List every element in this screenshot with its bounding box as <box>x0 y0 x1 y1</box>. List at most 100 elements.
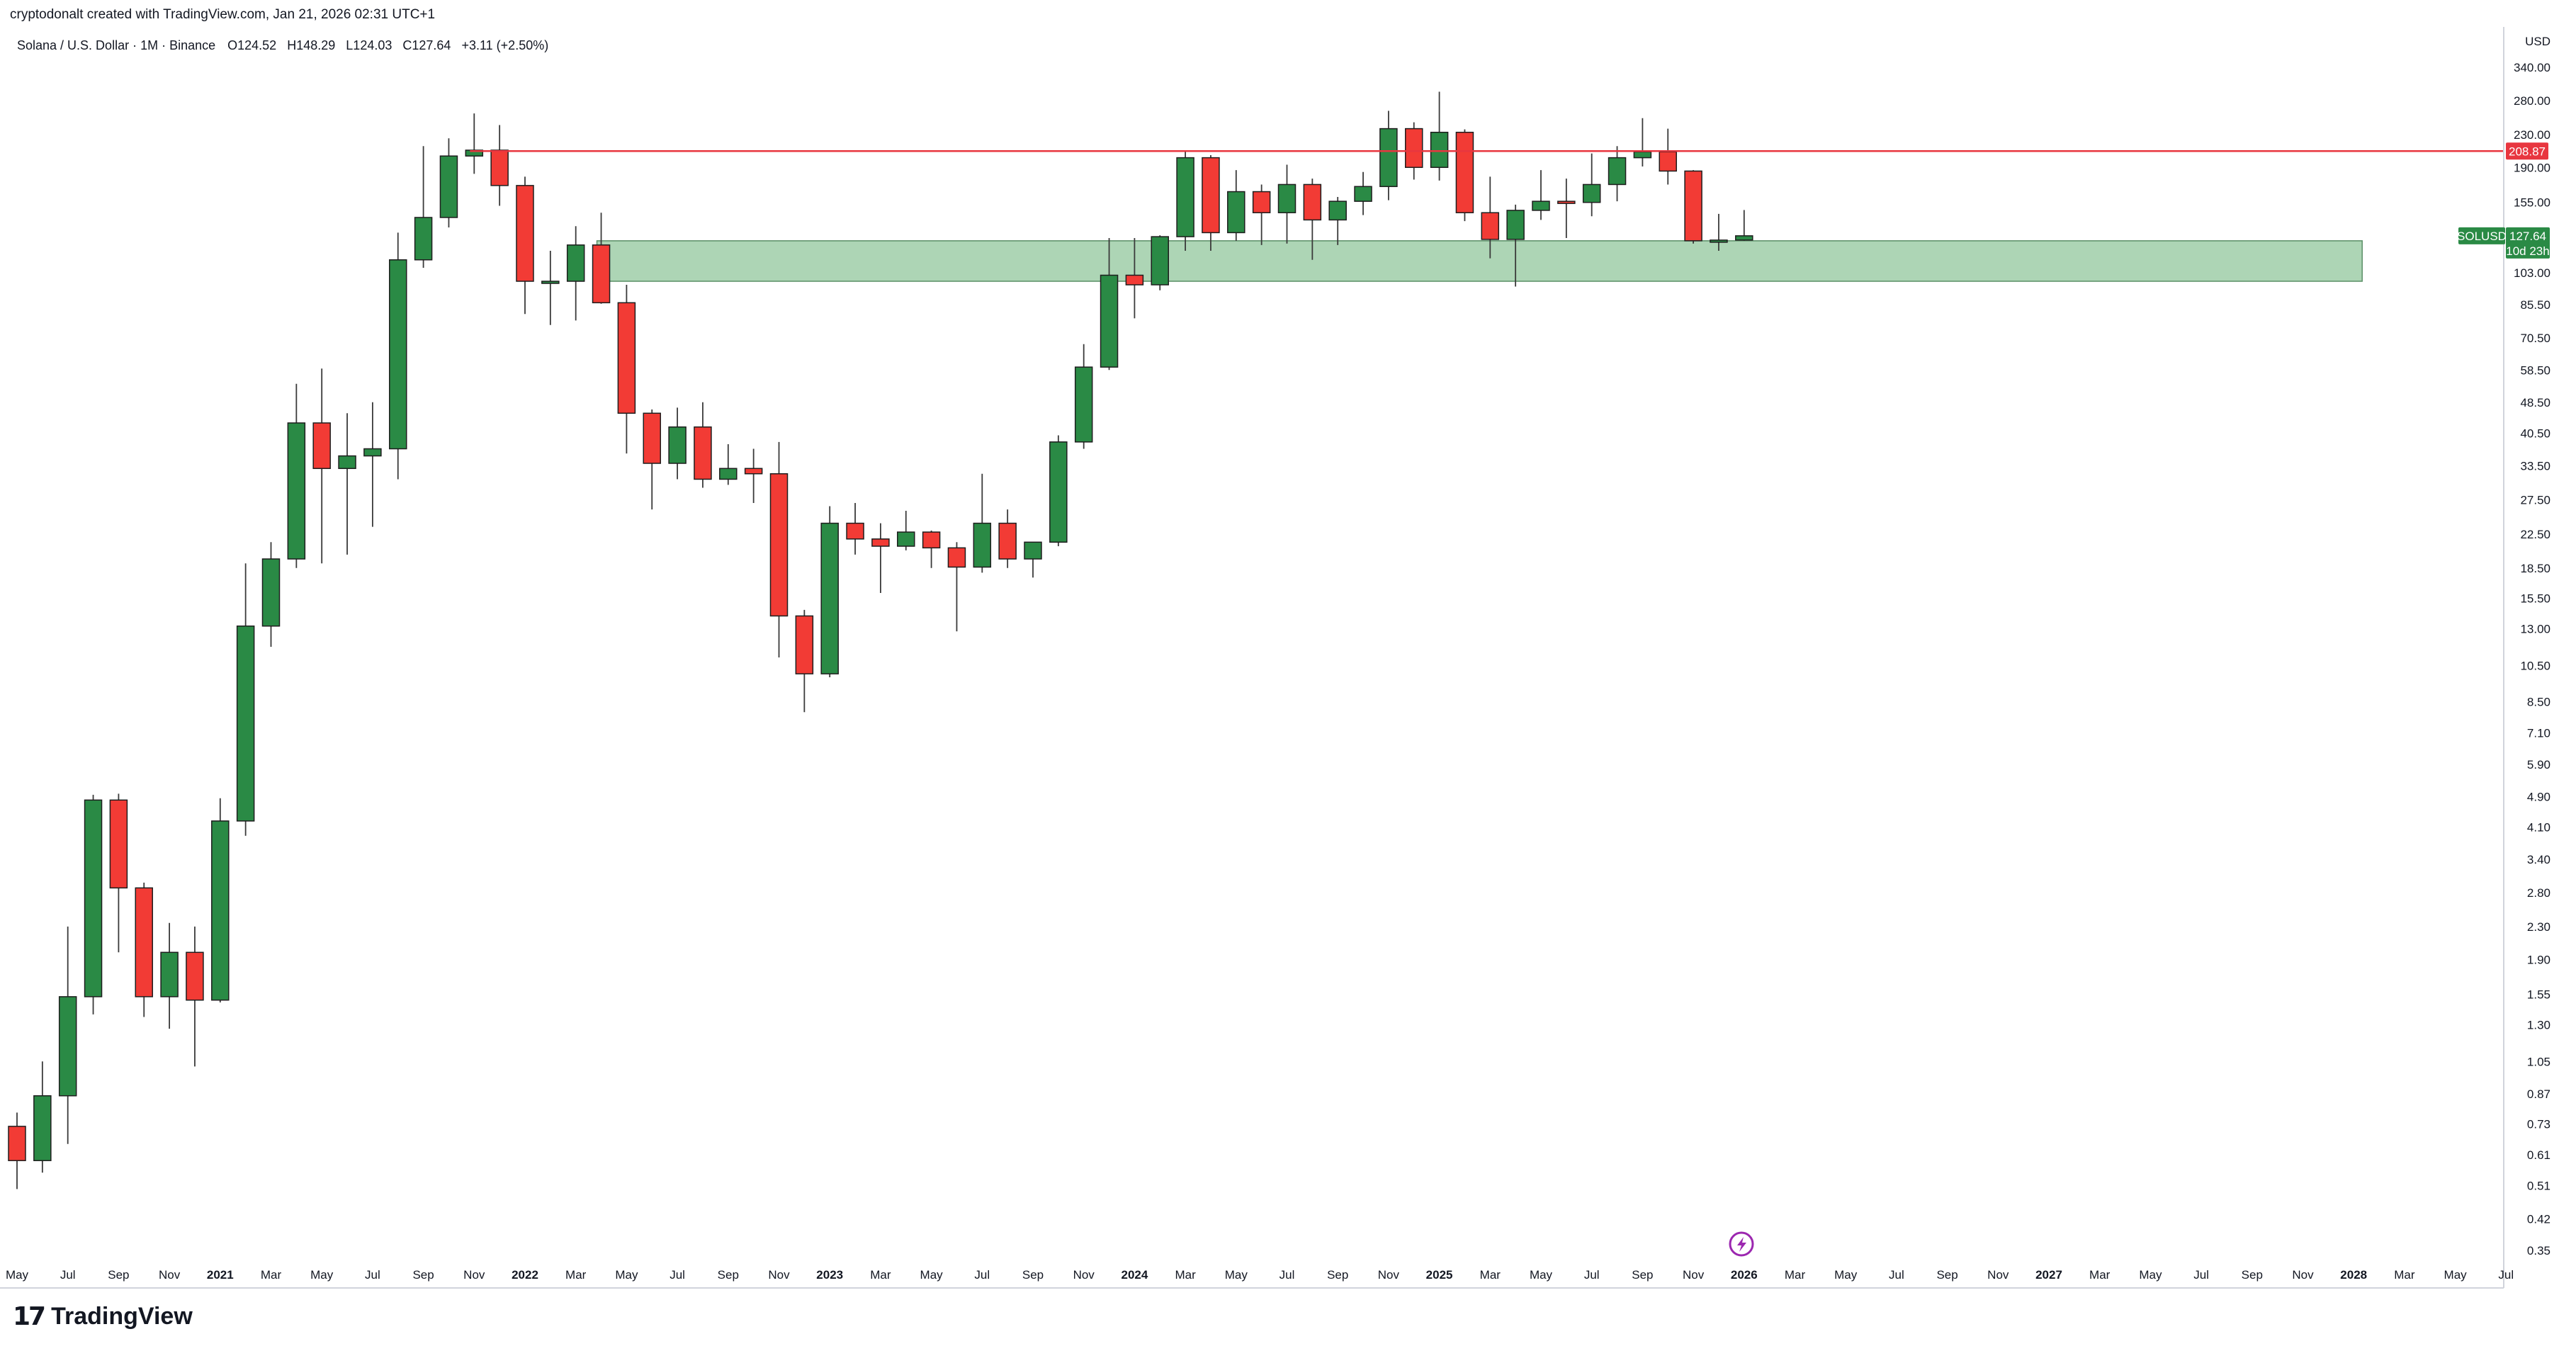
time-tick: Mar <box>2394 1268 2415 1282</box>
candle-2023-09[interactable] <box>1024 541 1042 578</box>
candle-2025-08[interactable] <box>1608 146 1627 202</box>
candle-2021-05[interactable] <box>312 368 331 564</box>
candle-2025-10[interactable] <box>1659 128 1677 185</box>
candle-2024-05[interactable] <box>1227 170 1245 241</box>
candle-2025-04[interactable] <box>1506 204 1525 287</box>
price-tick: 103.00 <box>2514 266 2550 280</box>
candle-2023-02[interactable] <box>846 502 864 555</box>
candle-2023-01[interactable] <box>820 506 839 678</box>
price-tick: 0.42 <box>2527 1213 2550 1226</box>
candle-2023-07[interactable] <box>973 473 992 573</box>
candle-2022-05[interactable] <box>617 285 636 454</box>
candle-body <box>973 522 992 568</box>
price-tick: 230.00 <box>2514 128 2550 142</box>
candle-2021-01[interactable] <box>211 798 230 1002</box>
candle-2024-11[interactable] <box>1379 111 1398 200</box>
time-axis[interactable]: May Jul Sep Nov 2021 Mar May Jul Sep Nov 2022 Mar Ma… <box>6 1268 2514 1282</box>
candle-2020-08[interactable] <box>84 794 103 1014</box>
candle-2021-11[interactable] <box>465 113 484 174</box>
candle-2020-10[interactable] <box>135 882 153 1017</box>
candle-2023-11[interactable] <box>1074 344 1093 449</box>
candle-body <box>1125 274 1144 286</box>
candle-2021-07[interactable] <box>363 402 382 527</box>
candle-body <box>1532 200 1550 211</box>
candle-body <box>1608 157 1627 186</box>
support-zone[interactable] <box>596 240 2363 282</box>
support-zone-layer <box>596 240 2363 282</box>
candle-2025-11[interactable] <box>1684 170 1702 244</box>
candle-body <box>1735 235 1753 241</box>
price-tick: 27.50 <box>2520 494 2550 507</box>
candle-2020-11[interactable] <box>160 922 179 1029</box>
candle-body <box>1252 191 1271 213</box>
candle-2023-03[interactable] <box>871 523 890 594</box>
candle-2022-10[interactable] <box>744 448 763 503</box>
candle-2023-12[interactable] <box>1100 237 1119 371</box>
candle-2025-09[interactable] <box>1633 118 1652 167</box>
price-axis[interactable]: 340.00 280.00 230.00 190.00 155.00 103.00 85.5… <box>2514 61 2550 1257</box>
candle-2021-06[interactable] <box>338 413 356 555</box>
candle-2024-02[interactable] <box>1151 235 1169 290</box>
time-tick: Jul <box>1889 1268 1904 1282</box>
candle-2020-05[interactable] <box>8 1112 26 1189</box>
candle-2025-05[interactable] <box>1532 170 1550 220</box>
time-tick: May <box>310 1268 334 1282</box>
candle-2024-08[interactable] <box>1303 179 1322 260</box>
candle-2024-09[interactable] <box>1328 196 1347 245</box>
candle-2022-04[interactable] <box>592 213 611 304</box>
candle-2025-03[interactable] <box>1481 176 1500 259</box>
candle-2021-09[interactable] <box>414 146 433 268</box>
candle-2025-12[interactable] <box>1710 213 1728 251</box>
candle-body <box>694 426 712 480</box>
candle-2022-08[interactable] <box>694 402 712 488</box>
time-tick: Mar <box>1785 1268 1806 1282</box>
tradingview-logo[interactable]: 17 TradingView <box>13 1302 193 1331</box>
candle-2026-01[interactable] <box>1735 210 1753 241</box>
candle-2021-08[interactable] <box>389 232 407 480</box>
candle-2024-06[interactable] <box>1252 184 1271 245</box>
time-tick: May <box>2139 1268 2162 1282</box>
candle-2021-03[interactable] <box>261 542 281 647</box>
price-tick: 4.10 <box>2527 821 2550 835</box>
candle-2022-11[interactable] <box>769 441 789 657</box>
candle-2021-12[interactable] <box>490 125 509 206</box>
price-tick: 70.50 <box>2520 332 2550 345</box>
candle-2023-05[interactable] <box>922 530 941 568</box>
candle-2022-01[interactable] <box>516 176 534 315</box>
candle-2021-10[interactable] <box>439 138 458 228</box>
candle-2022-03[interactable] <box>566 226 585 321</box>
candle-2022-06[interactable] <box>643 409 661 510</box>
candle-2022-09[interactable] <box>719 444 738 485</box>
candle-2025-06[interactable] <box>1557 179 1576 238</box>
candle-2020-07[interactable] <box>58 926 77 1144</box>
candle-2024-04[interactable] <box>1202 155 1220 251</box>
candle-2024-01[interactable] <box>1125 237 1144 319</box>
chart-legend: Solana / U.S. Dollar · 1M · Binance O124… <box>17 38 548 52</box>
candles-layer[interactable] <box>8 91 1753 1189</box>
candle-2023-08[interactable] <box>998 509 1017 568</box>
candle-2025-07[interactable] <box>1582 153 1601 217</box>
candle-2025-02[interactable] <box>1455 129 1474 222</box>
resistance-price-tag <box>2506 142 2548 160</box>
candle-2021-04[interactable] <box>287 383 306 568</box>
candle-2023-10[interactable] <box>1049 435 1068 546</box>
candle-2024-03[interactable] <box>1176 149 1194 251</box>
candle-2025-01[interactable] <box>1430 91 1449 181</box>
candle-2020-09[interactable] <box>109 793 128 953</box>
candle-2022-07[interactable] <box>668 407 687 480</box>
candle-body <box>719 468 738 480</box>
candle-2024-12[interactable] <box>1405 122 1423 180</box>
candle-2023-04[interactable] <box>897 511 915 550</box>
candle-2023-06[interactable] <box>947 542 966 632</box>
candle-2024-10[interactable] <box>1354 171 1372 215</box>
resistance-price-label: 208.87 <box>2509 145 2546 158</box>
candle-2024-07[interactable] <box>1277 164 1297 244</box>
candle-2020-06[interactable] <box>33 1061 52 1173</box>
candle-2021-02[interactable] <box>236 563 255 836</box>
candle-2020-12[interactable] <box>186 926 204 1067</box>
candle-2022-02[interactable] <box>541 250 560 325</box>
lightning-icon[interactable] <box>1729 1231 1754 1257</box>
time-tick: Sep <box>1327 1268 1348 1282</box>
candle-2022-12[interactable] <box>795 609 814 713</box>
